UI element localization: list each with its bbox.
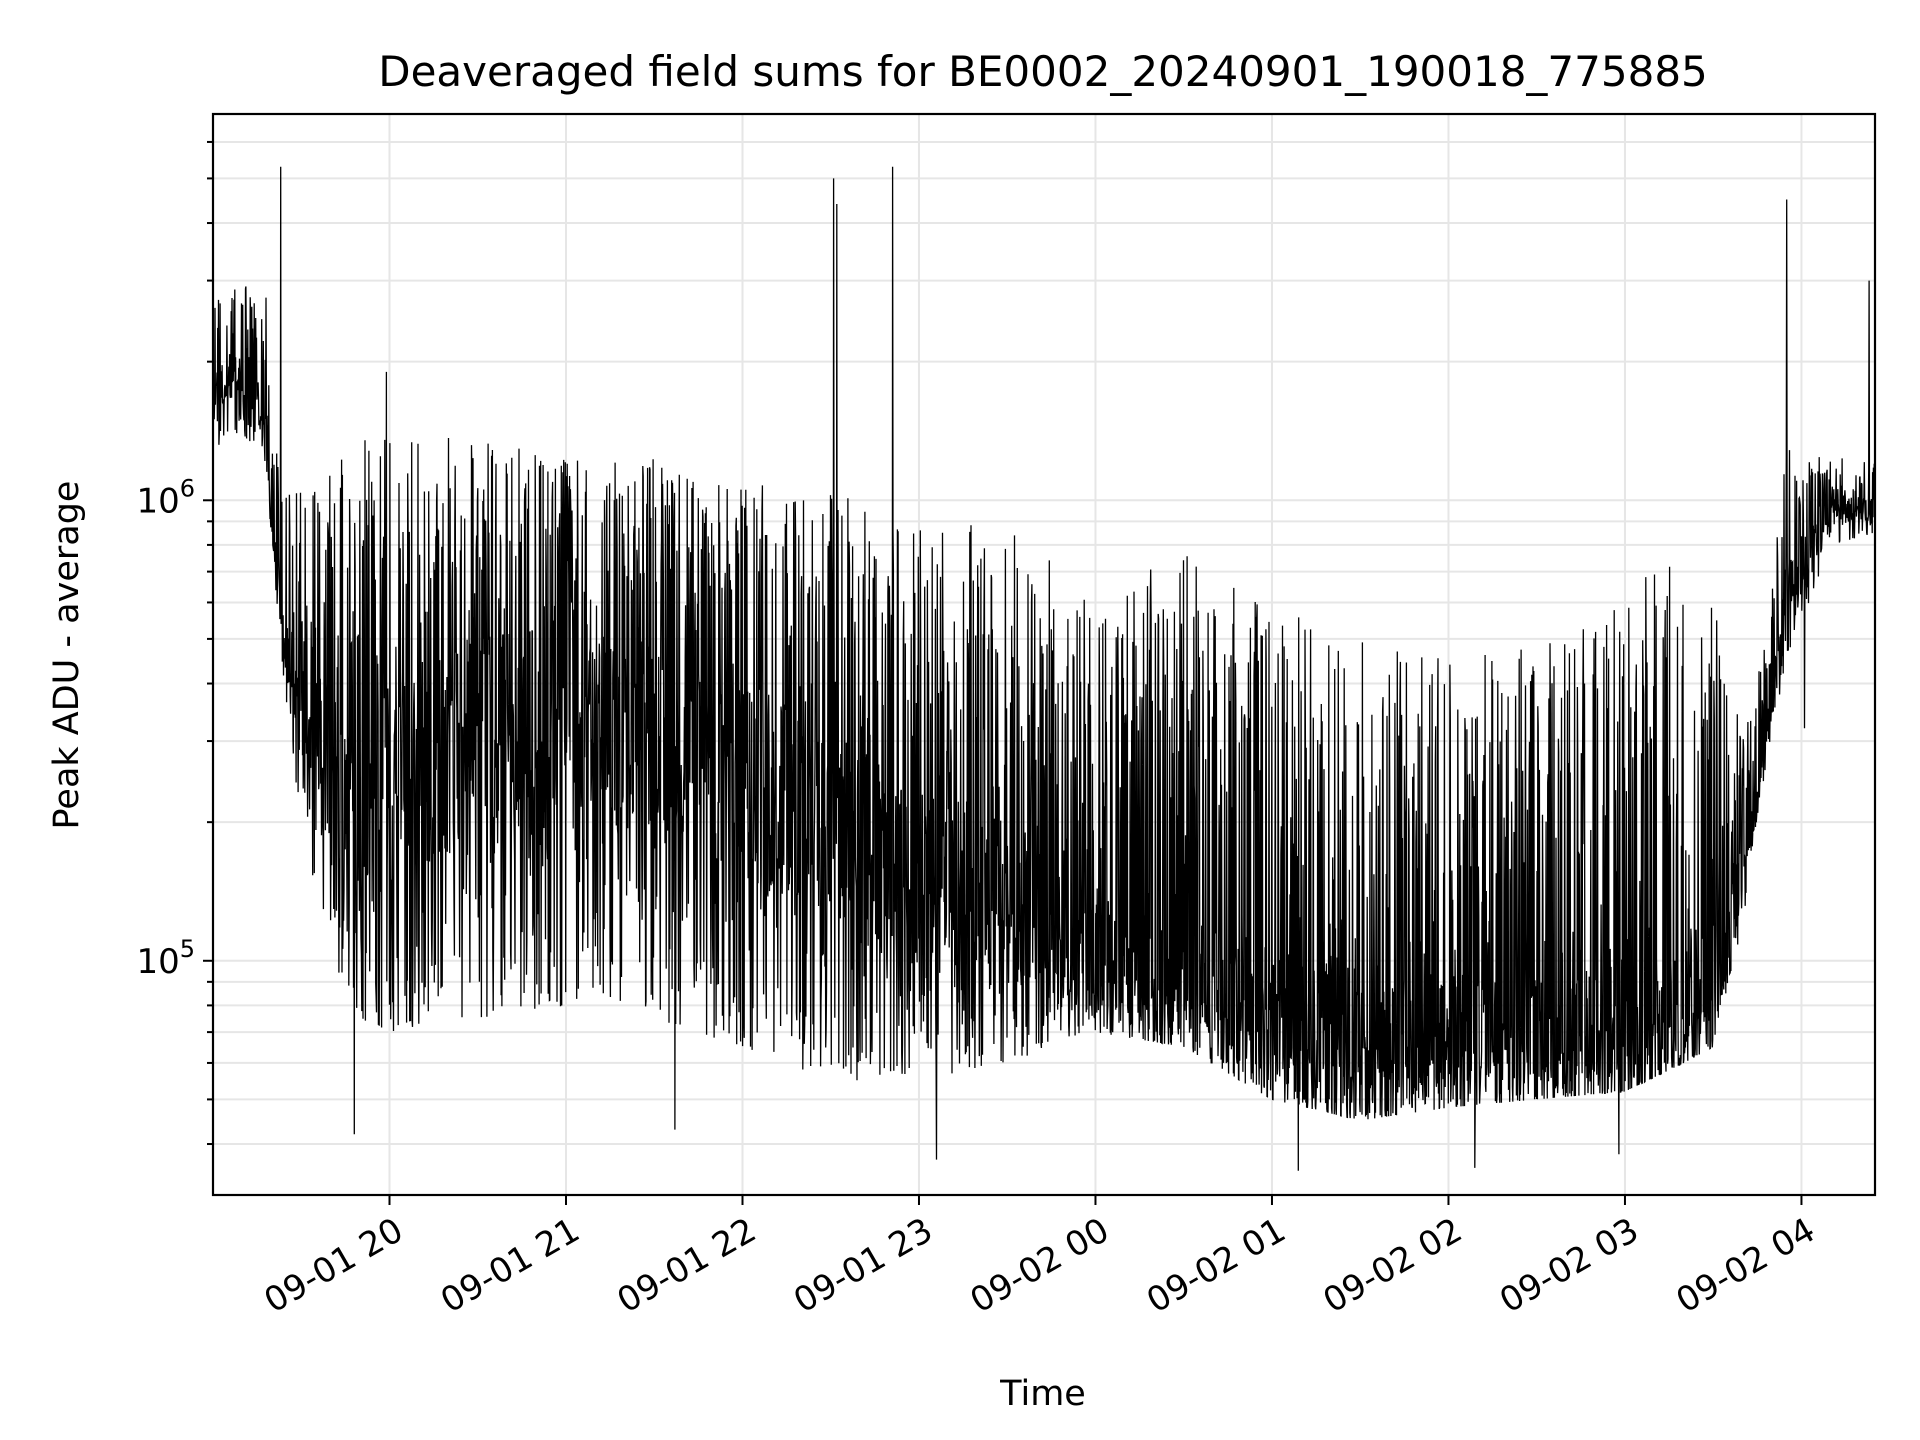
y-axis-label: Peak ADU - average xyxy=(47,481,87,830)
x-tick-label: 09-01 20 xyxy=(258,1210,410,1321)
y-tick-label: 105 xyxy=(136,935,195,982)
x-tick-label: 09-02 00 xyxy=(964,1210,1116,1321)
y-tick-base: 10 xyxy=(136,942,179,982)
chart-title: Deaveraged field sums for BE0002_2024090… xyxy=(378,47,1708,96)
x-axis: 09-01 20 09-01 21 09-01 22 09-01 23 09-02 00… xyxy=(258,1195,1822,1321)
x-tick-label: 09-01 21 xyxy=(434,1210,586,1321)
x-tick-label: 09-02 03 xyxy=(1493,1210,1645,1321)
x-tick-label: 09-02 04 xyxy=(1670,1210,1822,1321)
series-layer xyxy=(212,166,1876,1171)
plot-frame xyxy=(211,112,1877,1197)
x-axis-label: Time xyxy=(999,1374,1086,1414)
x-tick-label: 09-01 23 xyxy=(787,1210,939,1321)
y-tick-label: 106 xyxy=(136,474,195,521)
series-line xyxy=(212,166,1876,1171)
x-tick-label: 09-02 01 xyxy=(1140,1210,1292,1321)
x-tick-label: 09-02 02 xyxy=(1317,1210,1469,1321)
y-tick-base: 10 xyxy=(136,481,179,521)
y-tick-exponent: 6 xyxy=(180,474,195,502)
x-tick-label: 09-01 22 xyxy=(611,1210,763,1321)
y-tick-exponent: 5 xyxy=(180,935,195,963)
